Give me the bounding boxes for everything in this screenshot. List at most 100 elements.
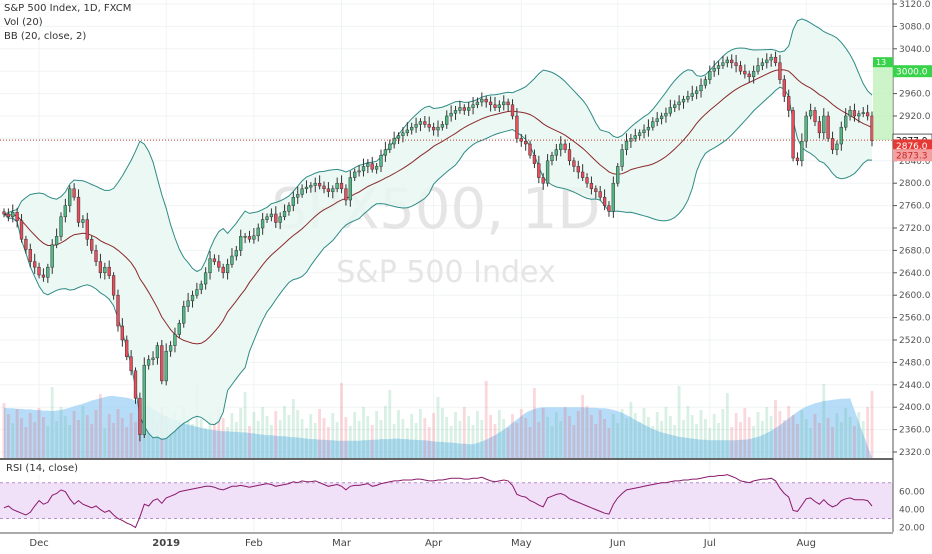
candle[interactable] [361,158,366,177]
candle[interactable] [602,189,607,211]
candle[interactable] [808,103,813,120]
candle[interactable] [76,189,81,227]
candle[interactable] [734,54,738,73]
candle[interactable] [795,152,800,166]
candle[interactable] [436,120,440,137]
candle[interactable] [782,75,786,102]
candle[interactable] [515,108,519,143]
candle[interactable] [699,78,703,98]
candle[interactable] [335,177,339,193]
legend-bollinger[interactable]: BB (20, close, 2) [4,31,87,42]
candle[interactable] [326,182,331,198]
legend-rsi[interactable]: RSI (14, close) [4,463,81,474]
candle[interactable] [120,318,124,347]
candle[interactable] [624,133,629,156]
candle[interactable] [33,253,37,274]
candle[interactable] [15,207,19,228]
candle[interactable] [642,124,646,139]
candle[interactable] [269,208,274,222]
candle[interactable] [681,95,686,109]
candle[interactable] [800,133,804,167]
candle[interactable] [278,212,282,230]
candle[interactable] [545,154,550,187]
candle[interactable] [50,239,54,274]
candle[interactable] [738,61,743,75]
candle[interactable] [659,112,664,125]
candle[interactable] [195,282,199,299]
candle[interactable] [861,107,865,118]
candle[interactable] [68,185,72,213]
candle[interactable] [313,177,317,193]
candle[interactable] [265,213,269,223]
candle[interactable] [344,184,348,206]
candle[interactable] [296,186,300,204]
candle[interactable] [594,185,598,199]
candle[interactable] [300,184,304,198]
candle[interactable] [11,204,15,223]
candle[interactable] [182,300,186,328]
candle[interactable] [835,140,839,156]
candle[interactable] [497,100,501,113]
candle[interactable] [830,131,835,155]
candle[interactable] [633,128,637,142]
candle[interactable] [721,56,725,69]
candle[interactable] [848,105,852,121]
candle[interactable] [304,180,309,194]
candle[interactable] [791,107,795,162]
candle[interactable] [85,212,89,246]
candle[interactable] [449,105,453,122]
candle[interactable] [256,223,260,242]
candle[interactable] [445,110,449,129]
candle[interactable] [322,181,326,194]
candle[interactable] [6,208,11,222]
candle[interactable] [778,54,782,85]
candle[interactable] [374,163,379,174]
candle[interactable] [585,173,589,188]
candle[interactable] [567,142,572,166]
candle[interactable] [208,250,212,280]
candle[interactable] [541,173,545,190]
candle[interactable] [234,245,238,261]
candle[interactable] [19,214,24,243]
candle[interactable] [646,119,651,137]
candle[interactable] [168,341,173,357]
candle[interactable] [524,134,528,151]
candle[interactable] [81,215,85,228]
candle[interactable] [212,254,217,265]
candle[interactable] [480,92,484,107]
candle[interactable] [203,267,208,290]
candle[interactable] [63,198,67,223]
candle[interactable] [844,108,848,131]
candle[interactable] [857,110,861,123]
candle[interactable] [651,117,655,131]
candle[interactable] [462,104,466,115]
candle[interactable] [589,176,594,195]
candle[interactable] [484,95,488,108]
candle[interactable] [427,116,431,132]
candle[interactable] [252,228,256,244]
candle[interactable] [396,132,401,144]
candle[interactable] [440,121,445,131]
candle[interactable] [282,204,287,221]
candle[interactable] [116,289,120,332]
candle[interactable] [388,139,392,153]
candle[interactable] [537,155,541,184]
candle[interactable] [94,244,98,267]
candle[interactable] [317,175,322,190]
candle[interactable] [370,156,374,173]
candle[interactable] [550,151,554,166]
candle[interactable] [668,99,672,117]
candle[interactable] [769,53,773,67]
candle[interactable] [572,157,576,172]
candle[interactable] [712,60,716,77]
candle[interactable] [405,122,409,137]
candle[interactable] [488,96,493,112]
candle[interactable] [353,168,357,181]
candle[interactable] [510,99,515,120]
candle[interactable] [431,122,436,136]
candle[interactable] [673,100,677,113]
candle[interactable] [107,260,111,279]
candle[interactable] [239,229,243,256]
